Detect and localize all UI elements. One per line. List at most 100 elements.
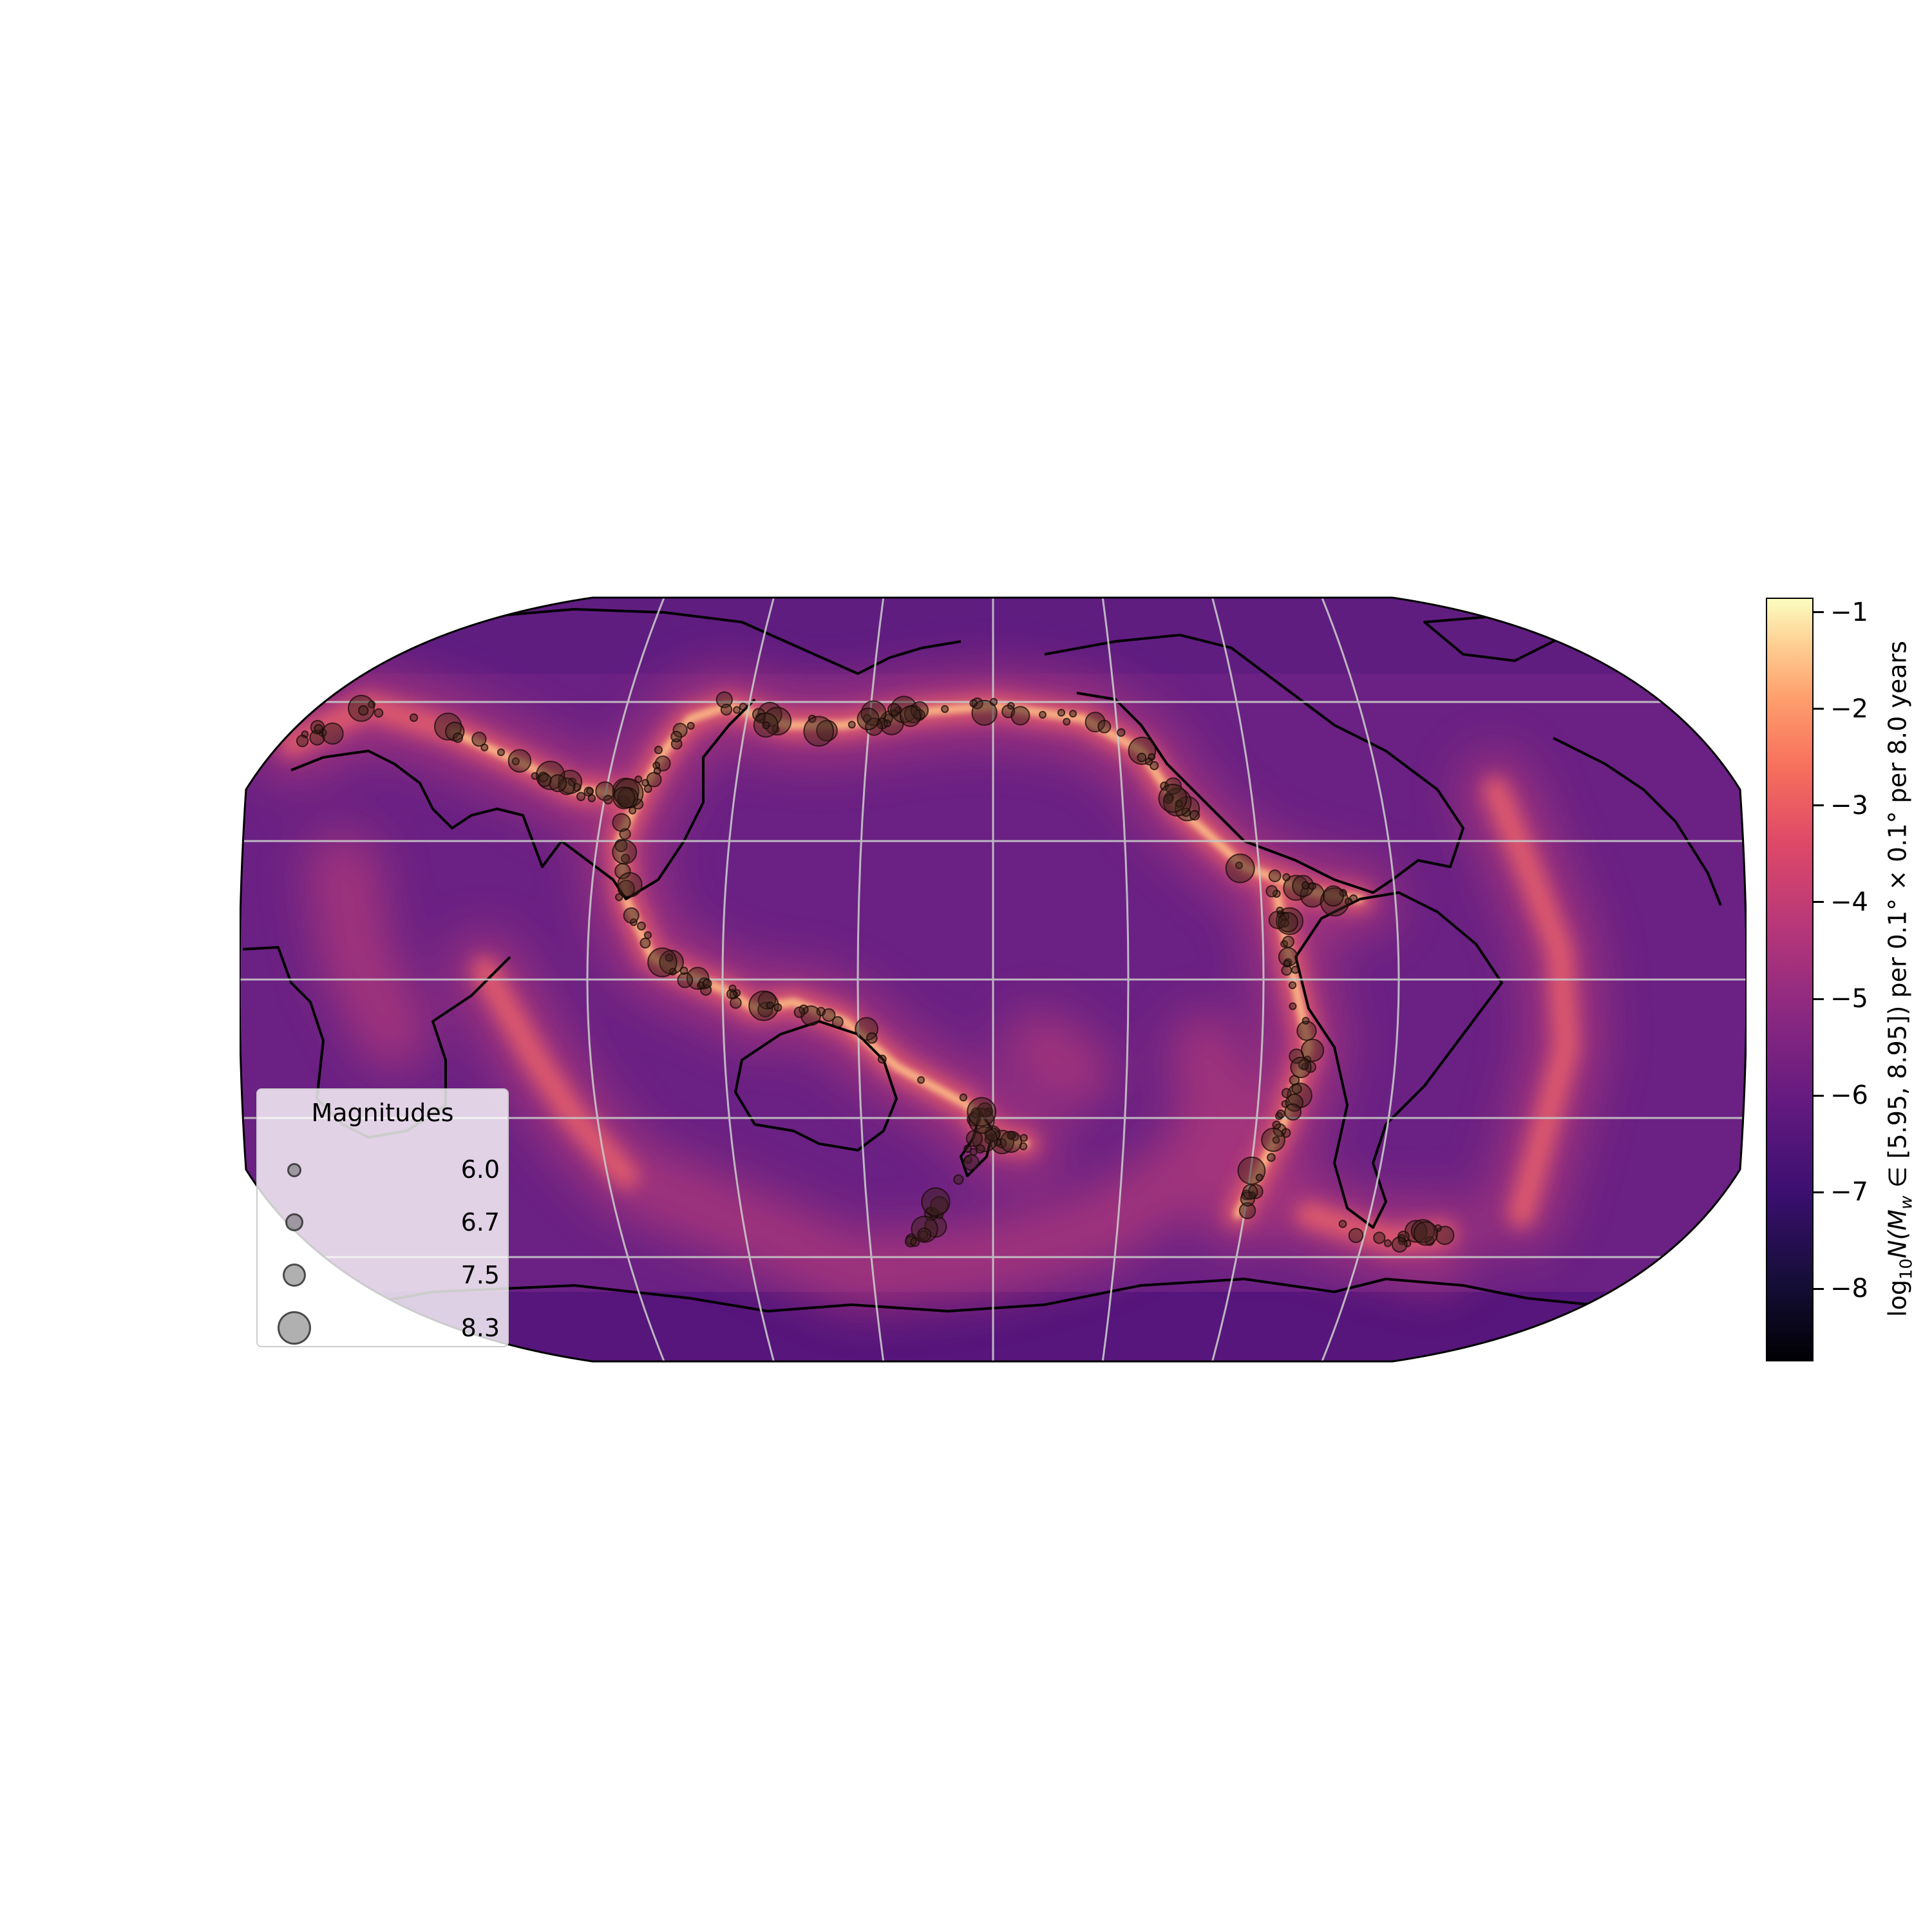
earthquake-marker: [941, 705, 949, 714]
earthquake-marker: [866, 1032, 878, 1044]
colorbar-label-rest: ∈ [5.95, 8.95]) per 0.1° × 0.1° per 8.0 …: [1883, 641, 1912, 1196]
coast-antarctica: [290, 1278, 1657, 1319]
colorbar-tick-label: −1: [1830, 597, 1868, 627]
earthquake-marker: [1039, 710, 1046, 719]
earthquake-marker: [963, 1154, 980, 1171]
legend-title: Magnitudes: [311, 1099, 454, 1127]
earthquake-marker: [587, 794, 596, 802]
earthquake-marker: [733, 706, 741, 714]
earthquake-marker: [963, 1144, 972, 1153]
earthquake-marker: [1276, 906, 1284, 914]
earthquake-marker: [677, 972, 694, 989]
earthquake-marker: [549, 774, 567, 793]
colorbar-tick-label: −8: [1830, 1274, 1868, 1304]
earthquake-marker: [1267, 1153, 1276, 1162]
earthquake-marker: [1373, 1231, 1386, 1244]
earthquake-marker: [1265, 885, 1278, 898]
earthquake-marker: [358, 705, 369, 716]
earthquake-marker: [321, 722, 344, 745]
earthquake-marker: [1097, 719, 1112, 734]
gridline-lon-120e: [721, 598, 775, 1361]
earthquake-marker: [612, 813, 631, 832]
earthquake-marker: [773, 1003, 782, 1012]
legend-label: 6.0: [460, 1155, 500, 1184]
colorbar-label-base: 10: [1897, 1258, 1917, 1280]
earthquake-marker: [654, 745, 663, 755]
earthquake-marker: [971, 699, 998, 726]
earthquake-marker: [1302, 881, 1310, 890]
legend-entry: 7.5: [258, 1252, 510, 1303]
earthquake-marker: [1289, 1002, 1297, 1010]
earthquake-marker: [314, 724, 324, 734]
earthquake-marker: [576, 791, 586, 801]
earthquake-marker: [538, 773, 552, 788]
gridline-lon-90e: [586, 598, 666, 1361]
colorbar-label: log10N(Mw ∈ [5.95, 8.95]) per 0.1° × 0.1…: [1884, 641, 1917, 1317]
earthquake-marker: [1302, 1017, 1310, 1025]
earthquake-marker: [1283, 960, 1291, 968]
earthquake-marker: [857, 707, 880, 730]
earthquake-marker: [296, 734, 309, 748]
earthquake-marker: [1308, 882, 1316, 890]
earthquake-marker: [730, 996, 742, 1009]
earthquake-marker: [720, 703, 733, 716]
earthquake-marker: [1284, 1103, 1302, 1121]
earthquake-marker: [1069, 710, 1077, 718]
legend-entry: 8.3: [258, 1305, 510, 1356]
earthquake-marker: [1383, 1239, 1392, 1247]
earthquake-marker: [612, 839, 638, 865]
colorbar-tick-label: −2: [1830, 694, 1868, 724]
earthquake-marker: [1291, 1083, 1302, 1095]
legend-marker-icon: [285, 1213, 303, 1231]
legend-marker-icon: [278, 1311, 311, 1345]
legend-label: 7.5: [460, 1261, 500, 1289]
earthquake-marker: [1158, 784, 1188, 813]
earthquake-marker: [748, 990, 779, 1021]
colorbar-tick-label: −6: [1830, 1081, 1868, 1111]
earthquake-marker: [507, 749, 532, 773]
map-svg: [240, 596, 1747, 1363]
earthquake-marker: [646, 772, 662, 788]
earthquake-marker: [647, 947, 677, 978]
colorbar-tick: [1814, 998, 1824, 1000]
earthquake-marker: [1291, 965, 1300, 974]
coast-south-america: [1294, 891, 1503, 1229]
earthquake-marker: [639, 937, 651, 949]
earthquake-marker: [531, 772, 539, 780]
earthquake-marker: [679, 966, 688, 975]
earthquake-marker: [1281, 1088, 1292, 1099]
earthquake-marker: [1144, 757, 1153, 766]
earthquake-marker: [1282, 935, 1294, 948]
earthquake-marker: [999, 1130, 1023, 1153]
earthquake-marker: [762, 721, 770, 730]
earthquake-marker: [967, 1097, 997, 1127]
earthquake-marker: [623, 907, 639, 924]
colorbar-tick: [1814, 1287, 1824, 1290]
earthquake-marker: [374, 708, 384, 718]
earthquake-marker: [803, 715, 835, 747]
colorbar-tick: [1814, 804, 1824, 807]
earthquake-markers: [296, 691, 1455, 1253]
coast-eurasia-south: [290, 698, 756, 900]
gridline-lon-90w: [1320, 598, 1400, 1361]
earthquake-marker: [1322, 885, 1344, 907]
earthquake-marker: [637, 921, 646, 931]
coast-north-america: [1044, 634, 1464, 894]
colorbar-tick-label: −5: [1830, 984, 1868, 1014]
colorbar-tick: [1814, 611, 1824, 614]
colorbar-tick: [1814, 1191, 1824, 1193]
earthquake-marker: [629, 806, 637, 815]
earthquake-marker: [1242, 1184, 1258, 1200]
earthquake-marker: [643, 784, 652, 793]
earthquake-marker: [766, 1001, 774, 1009]
earthquake-marker: [1189, 810, 1200, 821]
colorbar-tick-label: −3: [1830, 790, 1868, 820]
earthquake-marker: [670, 730, 683, 743]
legend-marker-icon: [283, 1264, 306, 1287]
earthquake-marker: [1348, 1227, 1364, 1244]
earthquake-marker: [1282, 873, 1291, 882]
earthquake-marker: [887, 703, 901, 716]
colorbar-tick-label: −4: [1830, 887, 1868, 917]
earthquake-marker: [917, 1227, 932, 1242]
